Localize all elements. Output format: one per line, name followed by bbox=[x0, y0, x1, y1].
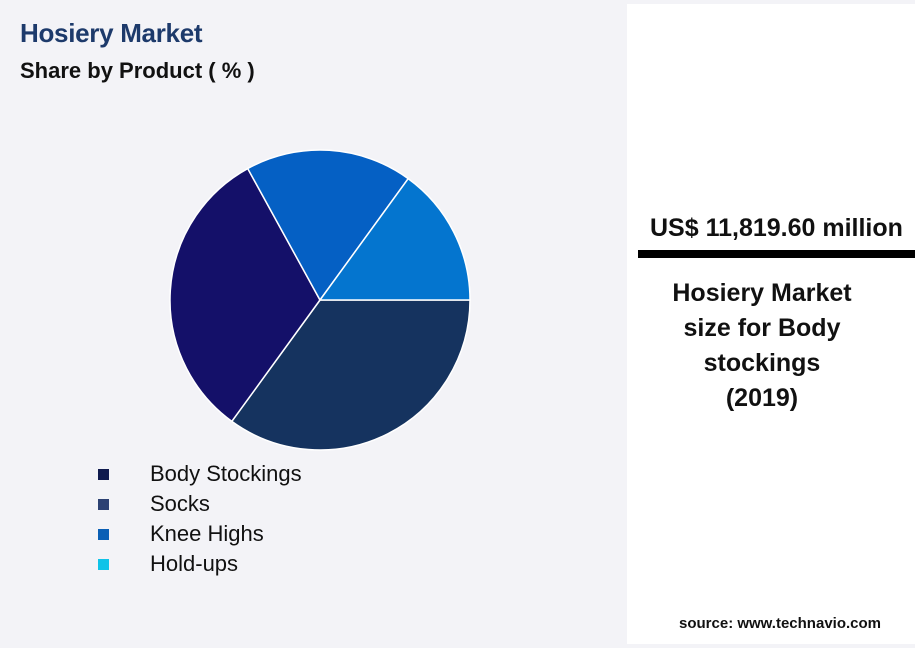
chart-title: Hosiery Market bbox=[20, 18, 203, 48]
description-line: Hosiery Market bbox=[672, 279, 852, 307]
legend-label: Knee Highs bbox=[150, 521, 264, 546]
pie-slice-socks bbox=[230, 299, 471, 451]
legend-swatch bbox=[98, 498, 109, 510]
legend-label: Hold-ups bbox=[150, 551, 239, 576]
pie-chart bbox=[169, 149, 471, 451]
highlight-panel: US$ 11,819.60 million Hosiery Market siz… bbox=[627, 4, 915, 644]
legend-item-knee-highs: Knee Highs bbox=[98, 519, 302, 549]
market-size-value: US$ 11,819.60 million bbox=[650, 214, 903, 242]
description-line: (2019) bbox=[725, 384, 799, 412]
description-line: stockings bbox=[703, 349, 821, 377]
legend-label: Body Stockings bbox=[150, 461, 302, 486]
legend-swatch bbox=[98, 468, 109, 480]
legend-label: Socks bbox=[150, 491, 210, 516]
source-note: source: www.technavio.com bbox=[679, 615, 881, 632]
divider bbox=[638, 250, 915, 258]
pie-slice-knee-highs bbox=[246, 149, 410, 302]
legend-swatch bbox=[98, 558, 109, 570]
description-line: size for Body bbox=[683, 314, 841, 342]
bottom-strip bbox=[0, 578, 625, 648]
legend-item-hold-ups: Hold-ups bbox=[98, 549, 302, 579]
legend-swatch bbox=[98, 528, 109, 540]
chart-subtitle: Share by Product ( % ) bbox=[20, 58, 255, 83]
market-size-description: Hosiery Market size for Body stockings (… bbox=[647, 276, 877, 416]
legend-item-socks: Socks bbox=[98, 489, 302, 519]
pie-slice-hold-ups bbox=[318, 177, 471, 301]
legend-item-body-stockings: Body Stockings bbox=[98, 459, 302, 489]
legend: Body Stockings Socks Knee Highs Hold-ups bbox=[98, 459, 302, 579]
pie-slice-body-stockings bbox=[169, 167, 321, 423]
